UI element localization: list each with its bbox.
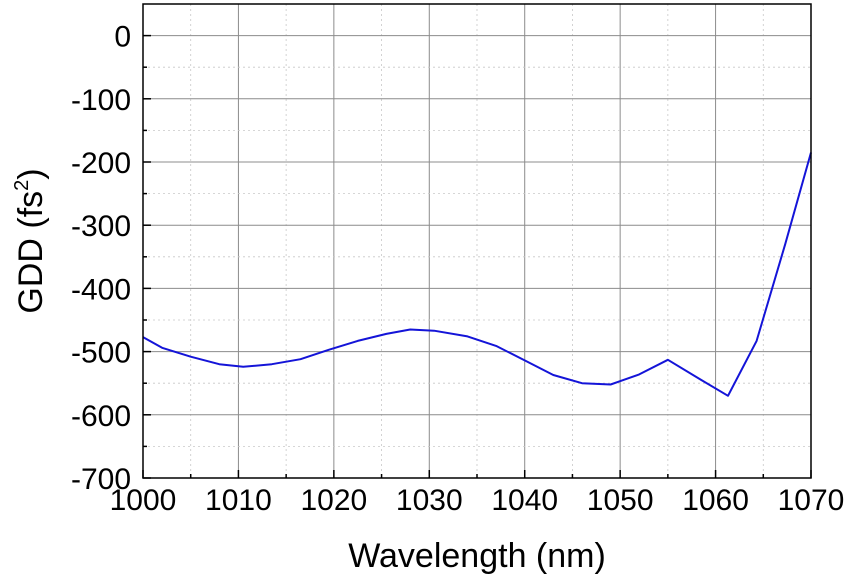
x-axis-label: Wavelength (nm) bbox=[348, 537, 606, 575]
y-axis-label-superscript: 2 bbox=[11, 180, 33, 191]
y-tick-label: -400 bbox=[71, 273, 131, 306]
x-tick-label: 1070 bbox=[778, 484, 845, 517]
tick-labels: 1000 1010 1020 1030 1040 1050 1060 1070 0 -100 -20… bbox=[71, 21, 844, 517]
y-axis-label-close: ) bbox=[12, 168, 50, 179]
x-tick-label: 1040 bbox=[491, 484, 558, 517]
x-tick-label: 1050 bbox=[587, 484, 654, 517]
y-tick-label: -500 bbox=[71, 337, 131, 370]
x-tick-label: 1020 bbox=[300, 484, 367, 517]
y-tick-label: -200 bbox=[71, 147, 131, 180]
x-tick-label: 1060 bbox=[682, 484, 749, 517]
y-tick-label: -100 bbox=[71, 84, 131, 117]
y-tick-label: -300 bbox=[71, 210, 131, 243]
grid bbox=[142, 4, 812, 479]
x-tick-label: 1030 bbox=[396, 484, 463, 517]
series-layer bbox=[142, 152, 812, 397]
ticks bbox=[142, 34, 812, 479]
y-tick-label: -700 bbox=[71, 463, 131, 496]
y-axis-label: GDD (fs2) bbox=[11, 168, 50, 313]
y-tick-label: 0 bbox=[114, 21, 131, 54]
gdd-series-line bbox=[142, 152, 812, 397]
x-tick-label: 1000 bbox=[110, 484, 177, 517]
y-axis-label-main: GDD (fs bbox=[12, 191, 50, 314]
x-tick-label: 1010 bbox=[205, 484, 272, 517]
y-tick-label: -600 bbox=[71, 400, 131, 433]
